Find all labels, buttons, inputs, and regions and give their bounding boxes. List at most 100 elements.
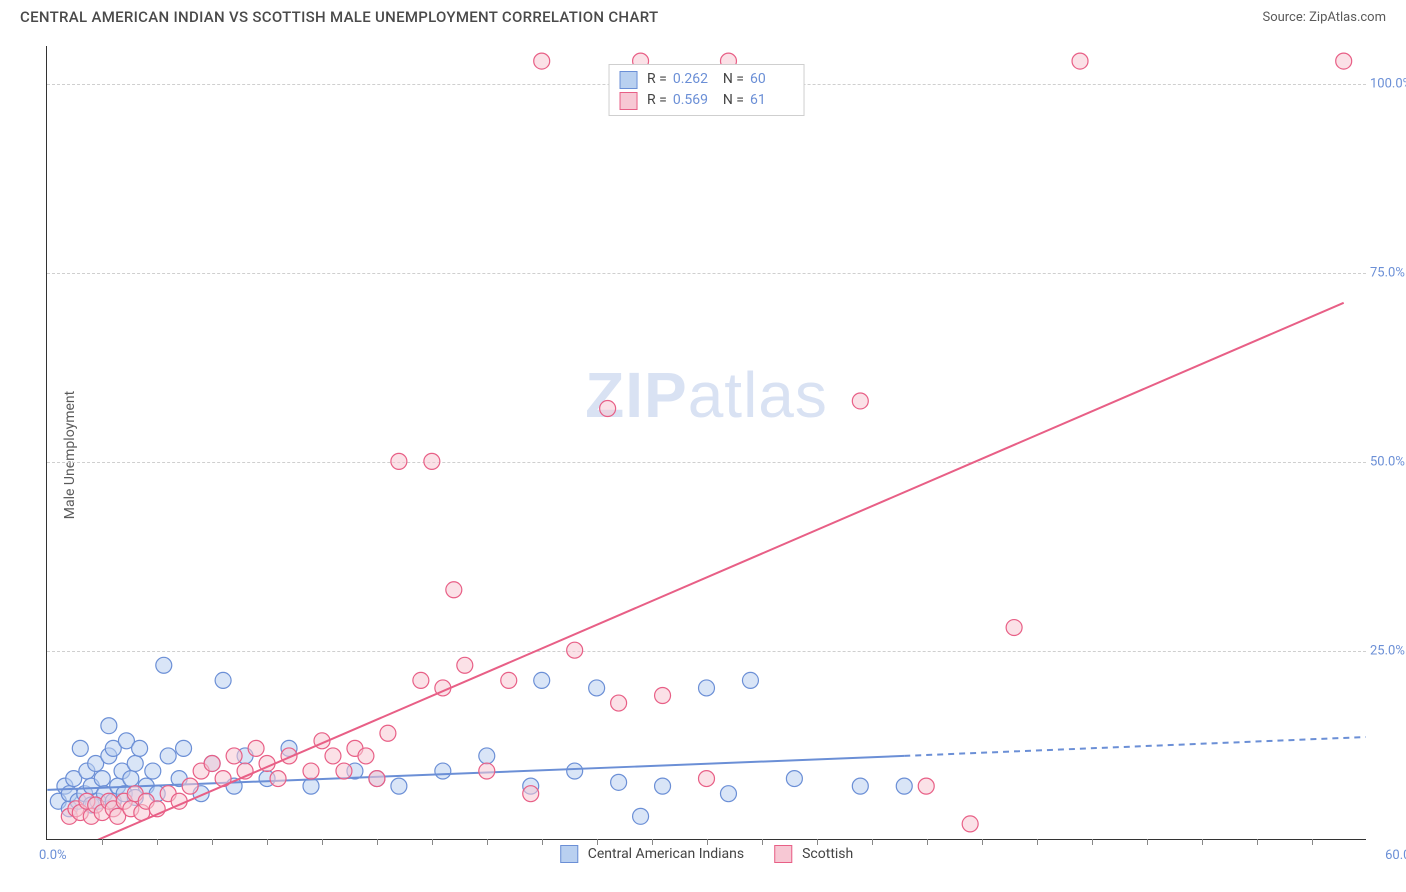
stat-r-value: 0.569 (673, 90, 717, 111)
x-minor-tick (322, 839, 323, 845)
x-minor-tick (432, 839, 433, 845)
scatter-point (720, 786, 736, 802)
scatter-point (1072, 53, 1088, 69)
scatter-point (479, 748, 495, 764)
x-minor-tick (487, 839, 488, 845)
scatter-point (145, 763, 161, 779)
scatter-point (479, 763, 495, 779)
scatter-point (1336, 53, 1352, 69)
scatter-point (336, 763, 352, 779)
x-minor-tick (1257, 839, 1258, 845)
scatter-point (248, 740, 264, 756)
chart-container: Male Unemployment ZIPatlas R = 0.262 N =… (0, 30, 1406, 880)
scatter-point (435, 763, 451, 779)
plot-area: ZIPatlas R = 0.262 N = 60 R = 0.569 N = … (46, 46, 1366, 840)
x-minor-tick (157, 839, 158, 845)
scatter-point (611, 774, 627, 790)
x-minor-tick (597, 839, 598, 845)
legend-label: Scottish (802, 846, 853, 862)
scatter-point (786, 771, 802, 787)
legend-swatch (774, 845, 792, 863)
scatter-point (391, 453, 407, 469)
legend-stats-row: R = 0.569 N = 61 (619, 90, 794, 111)
x-minor-tick (652, 839, 653, 845)
scatter-point (446, 582, 462, 598)
y-tick-label: 75.0% (1370, 265, 1406, 280)
page-title: CENTRAL AMERICAN INDIAN VS SCOTTISH MALE… (20, 8, 658, 26)
x-minor-tick (1312, 839, 1313, 845)
scatter-point (101, 718, 117, 734)
scatter-point (215, 672, 231, 688)
y-tick-label: 100.0% (1370, 76, 1406, 91)
scatter-point (567, 763, 583, 779)
scatter-point (918, 778, 934, 794)
legend-swatch (619, 92, 637, 110)
legend-swatch (619, 71, 637, 89)
scatter-point (176, 740, 192, 756)
x-minor-tick (762, 839, 763, 845)
stat-n-value: 60 (750, 69, 794, 90)
legend-swatch (560, 845, 578, 863)
scatter-point (380, 725, 396, 741)
scatter-point (1006, 620, 1022, 636)
x-axis-min: 0.0% (39, 848, 67, 863)
x-minor-tick (927, 839, 928, 845)
scatter-point (270, 771, 286, 787)
stat-n-label: N = (723, 90, 744, 111)
x-minor-tick (542, 839, 543, 845)
scatter-point (501, 672, 517, 688)
scatter-point (303, 763, 319, 779)
y-tick-label: 50.0% (1370, 454, 1406, 469)
scatter-point (852, 393, 868, 409)
x-minor-tick (377, 839, 378, 845)
x-minor-tick (707, 839, 708, 845)
legend-item: Scottish (774, 845, 853, 863)
x-minor-tick (1202, 839, 1203, 845)
scatter-point (358, 748, 374, 764)
x-minor-tick (982, 839, 983, 845)
scatter-point (204, 755, 220, 771)
scatter-point (852, 778, 868, 794)
x-axis-max: 60.0% (1385, 848, 1406, 863)
scatter-point (72, 740, 88, 756)
scatter-point (457, 657, 473, 673)
scatter-point (413, 672, 429, 688)
x-minor-tick (102, 839, 103, 845)
scatter-point (369, 771, 385, 787)
scatter-point (699, 680, 715, 696)
header: CENTRAL AMERICAN INDIAN VS SCOTTISH MALE… (0, 0, 1406, 30)
x-minor-tick (267, 839, 268, 845)
scatter-point (424, 453, 440, 469)
stat-n-label: N = (723, 69, 744, 90)
y-tick-label: 25.0% (1370, 643, 1406, 658)
scatter-point (611, 695, 627, 711)
scatter-point (226, 748, 242, 764)
stat-n-value: 61 (750, 90, 794, 111)
scatter-point (534, 53, 550, 69)
x-minor-tick (1037, 839, 1038, 845)
x-minor-tick (817, 839, 818, 845)
stat-r-value: 0.262 (673, 69, 717, 90)
source-credit: Source: ZipAtlas.com (1262, 10, 1386, 25)
scatter-point (325, 748, 341, 764)
scatter-point (600, 401, 616, 417)
scatter-point (589, 680, 605, 696)
x-minor-tick (1092, 839, 1093, 845)
scatter-point (962, 816, 978, 832)
scatter-point (655, 688, 671, 704)
legend-label: Central American Indians (588, 846, 744, 862)
legend-stats: R = 0.262 N = 60 R = 0.569 N = 61 (608, 64, 805, 116)
scatter-point (160, 748, 176, 764)
scatter-point (123, 771, 139, 787)
scatter-point (655, 778, 671, 794)
scatter-point (132, 740, 148, 756)
scatter-point (391, 778, 407, 794)
scatter-point (633, 808, 649, 824)
scatter-point (523, 786, 539, 802)
scatter-point (156, 657, 172, 673)
scatter-layer (47, 46, 1366, 839)
scatter-point (896, 778, 912, 794)
trend-line-extrapolated (904, 737, 1365, 756)
legend-item: Central American Indians (560, 845, 744, 863)
scatter-point (94, 771, 110, 787)
